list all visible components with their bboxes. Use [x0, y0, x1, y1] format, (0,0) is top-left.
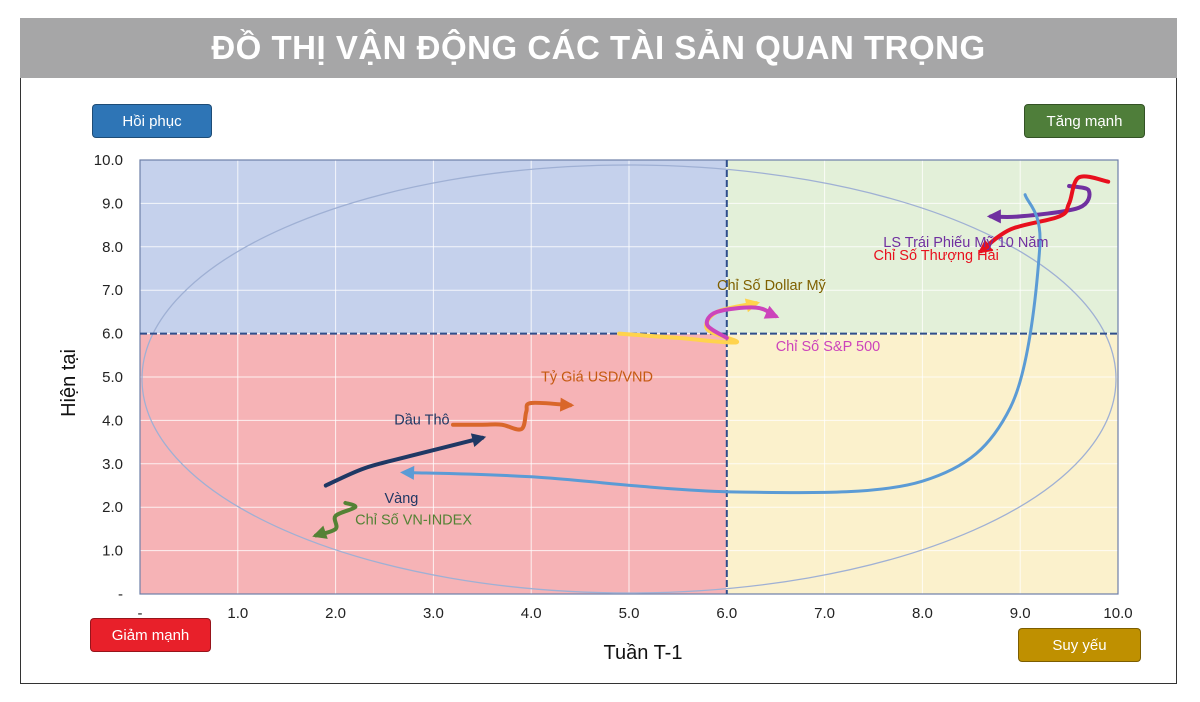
- series-line-7: [400, 193, 1042, 495]
- series-arrowhead: [559, 397, 575, 412]
- quadrant-badge-weakening: Suy yếu: [1018, 628, 1141, 662]
- x-tick-label: 9.0: [1010, 605, 1031, 622]
- series-path: [979, 174, 1111, 254]
- series-path: [323, 435, 485, 488]
- series-arrowhead: [763, 305, 780, 319]
- page-title: ĐỒ THỊ VẬN ĐỘNG CÁC TÀI SẢN QUAN TRỌNG: [211, 29, 986, 66]
- x-tick-label: 4.0: [521, 605, 542, 622]
- quadrant-label-recovery: Hồi phục: [122, 112, 182, 130]
- series-label: Chỉ Số Dollar Mỹ: [717, 278, 827, 294]
- series-line-5: [323, 433, 487, 488]
- series-path: [314, 500, 358, 538]
- y-tick-label: -: [118, 586, 123, 603]
- series-arrowhead: [470, 433, 487, 448]
- quadrant-label-strong-decrease: Giảm mạnh: [111, 626, 190, 644]
- series-path: [988, 184, 1092, 220]
- y-tick-label: 2.0: [102, 499, 123, 516]
- plot-border: [139, 159, 1119, 595]
- x-tick-label: 8.0: [912, 605, 933, 622]
- x-tick-label: 5.0: [619, 605, 640, 622]
- series-label: Chỉ Số VN-INDEX: [355, 513, 472, 529]
- x-tick-label: 7.0: [814, 605, 835, 622]
- y-tick-label: 8.0: [102, 239, 123, 256]
- x-axis-title: Tuần T-1: [604, 642, 683, 664]
- y-tick-label: 7.0: [102, 282, 123, 299]
- title-banner: ĐỒ THỊ VẬN ĐỘNG CÁC TÀI SẢN QUAN TRỌNG: [20, 18, 1177, 78]
- series-label: Tỷ Giá USD/VND: [541, 369, 653, 385]
- quadrant-badge-strong-decrease: Giảm mạnh: [90, 618, 211, 652]
- y-tick-label: 9.0: [102, 195, 123, 212]
- series-label: Vàng: [385, 491, 419, 507]
- y-tick-label: 10.0: [94, 152, 123, 169]
- series-line-3: [704, 305, 780, 340]
- series-arrowhead: [986, 209, 1001, 224]
- quadrant-label-strong-increase: Tăng mạnh: [1046, 112, 1123, 130]
- y-tick-label: 3.0: [102, 456, 123, 473]
- x-tick-label: 6.0: [716, 605, 737, 622]
- series-label: Chỉ Số Thượng Hải: [874, 248, 999, 264]
- series-arrowhead: [400, 465, 415, 480]
- series-label: LS Trái Phiếu Mỹ 10 Năm: [883, 235, 1048, 251]
- quadrant-label-weakening: Suy yếu: [1052, 636, 1107, 654]
- y-tick-label: 4.0: [102, 412, 123, 429]
- series-arrowhead: [977, 239, 994, 254]
- y-tick-label: 1.0: [102, 543, 123, 560]
- guide-ellipse: [141, 164, 1117, 594]
- y-tick-label: 5.0: [102, 369, 123, 386]
- series-path: [402, 193, 1042, 495]
- y-tick-label: 6.0: [102, 326, 123, 343]
- series-line-6: [312, 500, 358, 539]
- series-label: Dầu Thô: [394, 413, 449, 429]
- series-label: Chỉ Số S&P 500: [776, 339, 881, 355]
- series-arrowhead: [312, 525, 328, 539]
- x-tick-label: 3.0: [423, 605, 444, 622]
- series-path: [704, 305, 778, 340]
- series-line-0: [986, 184, 1092, 224]
- x-tick-label: 10.0: [1103, 605, 1132, 622]
- x-tick-label: 1.0: [227, 605, 248, 622]
- series-line-4: [451, 397, 575, 432]
- y-axis-title: Hiện tại: [58, 349, 80, 417]
- series-path: [451, 400, 573, 432]
- quadrant-badge-recovery: Hồi phục: [92, 104, 212, 138]
- x-tick-label: 2.0: [325, 605, 346, 622]
- series-line-1: [977, 174, 1111, 254]
- x-tick-label: -: [138, 605, 143, 622]
- quadrant-badge-strong-increase: Tăng mạnh: [1024, 104, 1145, 138]
